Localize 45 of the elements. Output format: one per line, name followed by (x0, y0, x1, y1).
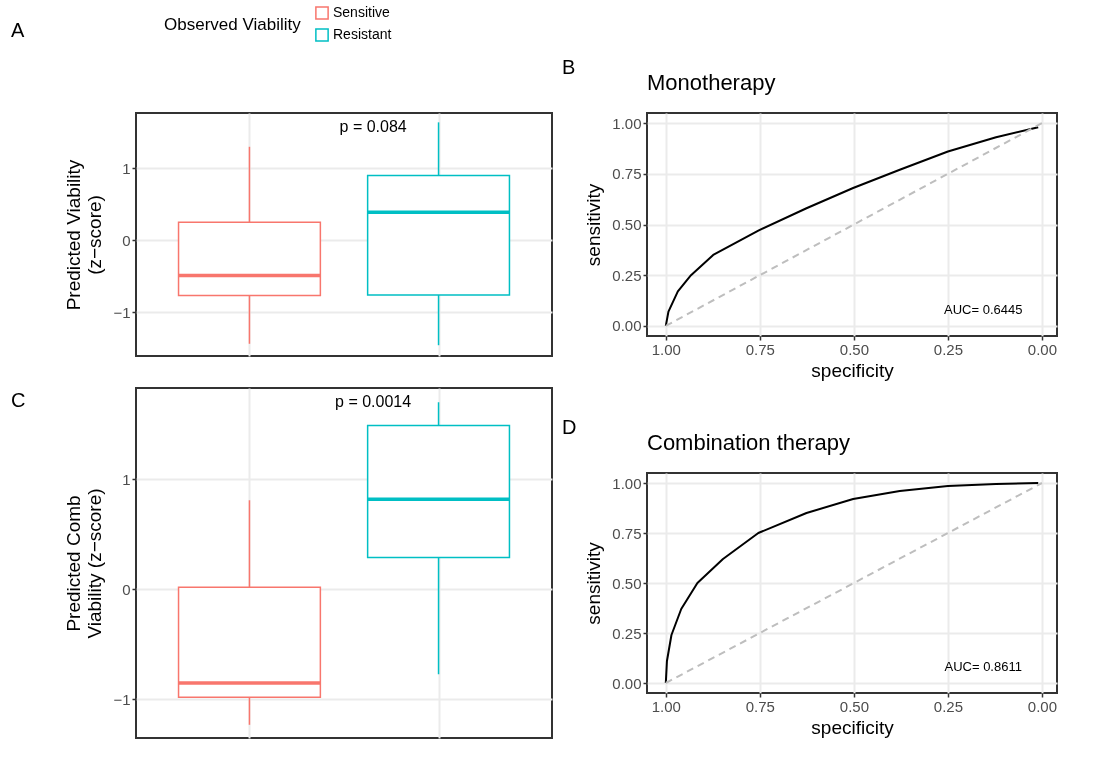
annotation: p = 0.0014 (335, 393, 412, 410)
y-tick-label: 1.00 (612, 474, 642, 492)
x-tick-label: 0.75 (745, 697, 775, 715)
y-tick-label: 0.50 (612, 574, 642, 592)
legend-label: Resistant (333, 26, 392, 42)
y-tick-label: 0.00 (612, 317, 642, 335)
chart-title: Combination therapy (647, 430, 851, 455)
annotation: AUC= 0.8611 (944, 659, 1022, 674)
x-axis-title: specificity (811, 359, 895, 381)
y-tick-label: 1 (122, 159, 131, 177)
y-tick-label: 0.75 (612, 524, 642, 542)
y-tick-label: 0 (122, 580, 131, 598)
y-tick-label: 1 (122, 470, 131, 488)
y-axis-title: sensitivity (583, 541, 605, 625)
text: C (11, 389, 26, 411)
x-tick-label: 0.25 (933, 340, 964, 358)
y-tick-label: 1.00 (612, 114, 642, 132)
text: A (11, 19, 25, 41)
y-tick-label: 0.25 (612, 624, 642, 642)
chart-title: Monotherapy (647, 70, 776, 95)
x-axis-title: specificity (811, 716, 895, 738)
y-tick-label: −1 (113, 690, 131, 708)
x-tick-label: 0.00 (1027, 340, 1058, 358)
x-tick-label: 0.25 (933, 697, 964, 715)
x-tick-label: 1.00 (651, 340, 681, 358)
y-tick-label: 0 (122, 231, 131, 249)
x-tick-label: 0.50 (839, 697, 869, 715)
y-axis-title: Predicted Viability (z−score) (63, 159, 106, 311)
x-tick-label: 0.50 (839, 340, 869, 358)
text: B (562, 56, 576, 78)
text: D (562, 416, 577, 438)
x-tick-label: 0.00 (1027, 697, 1058, 715)
y-axis-title: Predicted Comb Viability (z−score) (63, 488, 106, 639)
x-tick-label: 0.75 (745, 340, 775, 358)
y-tick-label: 0.00 (612, 674, 642, 692)
y-tick-label: 0.75 (612, 165, 642, 183)
y-tick-label: −1 (113, 303, 131, 321)
y-tick-label: 0.25 (612, 266, 642, 284)
annotation: AUC= 0.6445 (943, 302, 1023, 317)
legend-label: Sensitive (333, 4, 391, 20)
legend-title: Observed Viability (164, 15, 302, 34)
annotation: p = 0.084 (339, 118, 407, 135)
x-tick-label: 1.00 (651, 697, 681, 715)
y-axis-title: sensitivity (583, 183, 605, 267)
y-tick-label: 0.50 (612, 216, 642, 233)
